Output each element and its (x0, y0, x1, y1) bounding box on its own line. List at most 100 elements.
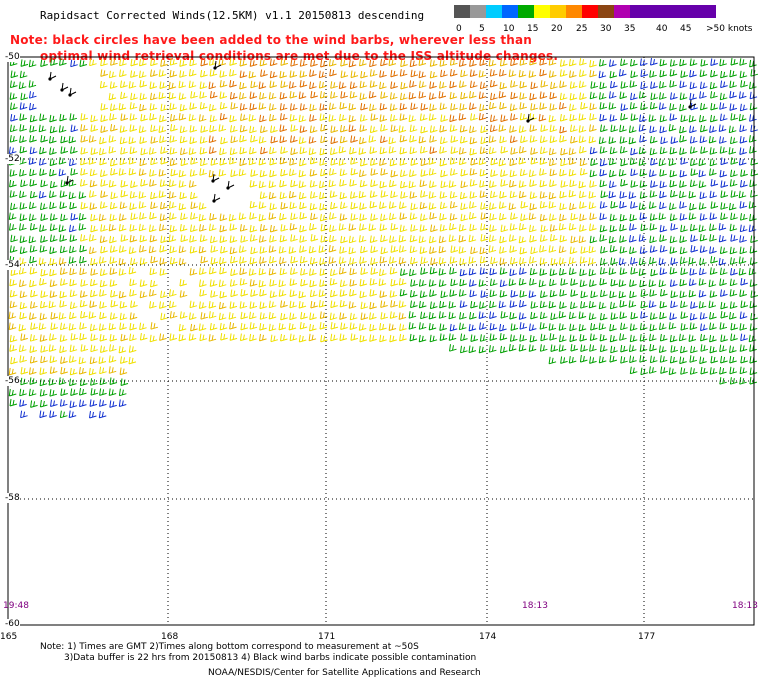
wind-barb (259, 92, 267, 100)
wind-barb (450, 146, 459, 154)
wind-barb (169, 69, 178, 78)
wind-barb (569, 70, 577, 78)
wind-barb (739, 235, 747, 243)
wind-barb (679, 103, 687, 112)
wind-barb (170, 124, 178, 132)
wind-barb (629, 355, 637, 364)
wind-barb (568, 147, 577, 156)
wind-barb (359, 58, 367, 67)
wind-barb (40, 202, 48, 211)
wind-barb (530, 311, 538, 320)
wind-barb (720, 80, 728, 89)
wind-barb (739, 366, 748, 375)
wind-barb (489, 180, 497, 188)
wind-barb (429, 289, 437, 297)
wind-barb (619, 191, 628, 199)
wind-barb (229, 223, 238, 231)
time-label-left: 19:48 (3, 601, 29, 611)
wind-barb (290, 59, 298, 67)
wind-barb (699, 114, 707, 123)
wind-barb (120, 333, 129, 342)
wind-barb (680, 114, 689, 123)
map-frame (7, 56, 755, 626)
wind-barb (229, 246, 238, 255)
wind-barb (729, 257, 738, 265)
wind-barb (649, 256, 657, 265)
wind-barb (49, 223, 58, 232)
wind-barb (269, 169, 277, 178)
wind-barb (739, 224, 748, 233)
wind-barb (659, 190, 667, 199)
wind-barb (738, 190, 747, 199)
wind-barb (108, 388, 117, 396)
wind-barb (120, 113, 129, 121)
wind-barb (289, 223, 298, 231)
wind-barb (579, 279, 588, 288)
wind-barb (379, 70, 387, 78)
wind-barb (69, 301, 78, 310)
wind-barb (319, 322, 328, 330)
wind-barb (558, 323, 567, 331)
wind-barb (268, 180, 277, 189)
wind-barb (90, 289, 98, 298)
wind-barb (409, 135, 417, 143)
wind-barb (628, 191, 637, 199)
wind-barb (388, 323, 397, 331)
wind-barb (128, 356, 137, 365)
wind-barb (689, 81, 698, 90)
wind-barb (289, 333, 298, 342)
lat-label-54: -54 (5, 260, 20, 270)
wind-barb (49, 114, 57, 123)
wind-barb (518, 180, 527, 188)
wind-barb (29, 245, 38, 253)
wind-barb (278, 322, 287, 331)
wind-barb (579, 146, 587, 154)
wind-barb (498, 300, 507, 309)
wind-barb (580, 290, 589, 299)
wind-barb (248, 114, 257, 122)
wind-barb (470, 300, 478, 309)
wind-barb (330, 81, 338, 89)
wind-barb (370, 267, 379, 275)
wind-barb (659, 114, 668, 123)
wind-barb (368, 223, 377, 232)
wind-barb (310, 300, 318, 309)
wind-barb (540, 80, 549, 88)
wind-barb (530, 103, 538, 111)
wind-barb (409, 245, 418, 254)
wind-barb (219, 80, 228, 88)
wind-barb (40, 135, 48, 143)
wind-barb (169, 58, 178, 66)
wind-barb (619, 146, 628, 154)
wind-barb (488, 59, 497, 67)
wind-barb (179, 103, 188, 112)
wind-barb (470, 334, 479, 342)
wind-barb (258, 267, 267, 276)
wind-barb (79, 322, 87, 330)
wind-barb (529, 179, 537, 187)
wind-barb (688, 212, 697, 221)
wind-barb (379, 290, 388, 298)
wind-barb (579, 201, 587, 209)
wind-barb (479, 103, 487, 112)
wind-barb (360, 301, 369, 310)
wind-barb (298, 290, 307, 299)
wind-barb (679, 190, 687, 199)
wind-barb (478, 91, 487, 100)
wind-barb (578, 80, 587, 89)
wind-barb (359, 179, 368, 188)
wind-barb (689, 202, 697, 211)
wind-barb (109, 245, 118, 253)
wind-barb (629, 80, 638, 88)
wind-barb (229, 58, 237, 66)
wind-barb (650, 58, 658, 66)
wind-barb (618, 257, 627, 266)
wind-barb (670, 290, 679, 299)
wind-barb (239, 267, 247, 276)
wind-barb (629, 290, 637, 299)
wind-barb (39, 334, 48, 342)
wind-barb (458, 113, 467, 121)
wind-barb (640, 300, 649, 309)
wind-barb (359, 290, 368, 299)
wind-barb (310, 90, 318, 99)
